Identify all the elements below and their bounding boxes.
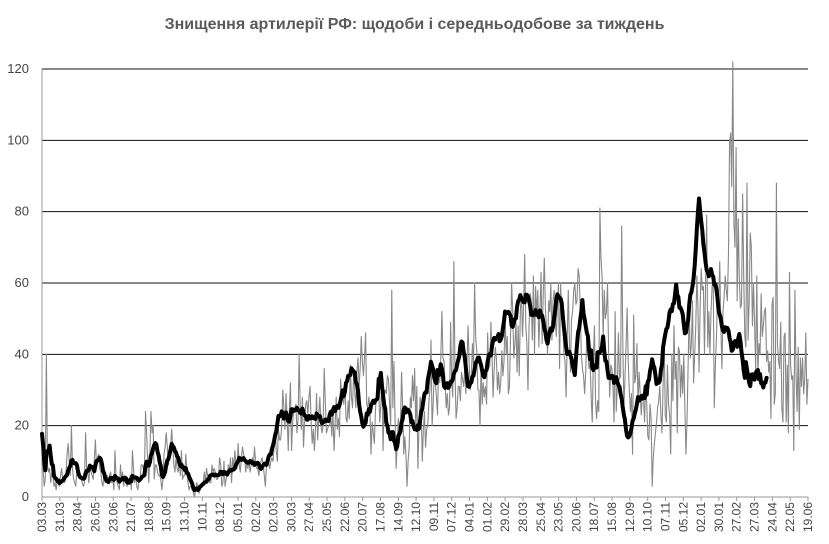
x-tick-label: 23.06 (106, 502, 120, 532)
x-tick-label: 20.06 (569, 502, 583, 532)
x-tick-label: 15.08 (605, 502, 619, 532)
x-tick-label: 13.10 (178, 502, 192, 532)
x-tick-label: 19.06 (801, 502, 815, 532)
x-tick-label: 31.03 (53, 502, 67, 532)
x-tick-label: 15.09 (160, 502, 174, 532)
x-tick-label: 22.06 (338, 502, 352, 532)
x-tick-label: 09.11 (427, 502, 441, 531)
x-tick-label: 02.02 (249, 502, 263, 532)
x-tick-label: 01.02 (480, 502, 494, 532)
x-tick-label: 20.07 (356, 502, 370, 532)
x-tick-label: 27.04 (302, 502, 316, 532)
y-tick-label: 40 (15, 346, 29, 361)
x-tick-label: 12.09 (623, 502, 637, 532)
x-tick-label: 18.07 (587, 502, 601, 532)
x-tick-label: 25.04 (534, 502, 548, 532)
x-tick-label: 02.03 (267, 502, 281, 532)
y-tick-label: 0 (22, 489, 29, 504)
x-tick-label: 30.03 (284, 502, 298, 532)
weekly-average-line (40, 196, 769, 493)
chart-title: Знищення артилерії РФ: щодоби і середньо… (164, 16, 665, 33)
y-tick-label: 80 (15, 204, 29, 219)
x-tick-label: 12.10 (409, 502, 423, 532)
x-tick-label: 18.08 (142, 502, 156, 532)
x-tick-label: 10.11 (195, 502, 209, 531)
y-tick-label: 20 (15, 418, 29, 433)
x-tick-label: 07.11 (658, 502, 672, 531)
x-tick-label: 28.03 (516, 502, 530, 532)
x-tick-label: 28.04 (71, 502, 85, 532)
x-tick-label: 27.03 (748, 502, 762, 532)
x-tick-label: 30.01 (712, 502, 726, 532)
y-tick-label: 60 (15, 275, 29, 290)
x-tick-label: 04.01 (463, 502, 477, 532)
x-tick-label: 05.01 (231, 502, 245, 532)
x-tick-label: 08.12 (213, 502, 227, 532)
x-tick-label: 23.05 (552, 502, 566, 532)
x-tick-label: 14.09 (391, 502, 405, 532)
y-tick-label: 120 (7, 61, 29, 76)
x-tick-label: 02.01 (694, 502, 708, 532)
x-tick-label: 03.03 (35, 502, 49, 532)
x-tick-label: 27.02 (730, 502, 744, 532)
x-tick-label: 25.05 (320, 502, 334, 532)
y-tick-label: 100 (7, 132, 29, 147)
x-tick-label: 17.08 (373, 502, 387, 532)
x-tick-label: 26.05 (88, 502, 102, 532)
x-tick-label: 21.07 (124, 502, 138, 532)
x-tick-label: 07.12 (445, 502, 459, 532)
x-tick-label: 22.05 (783, 502, 797, 532)
x-tick-label: 10.10 (641, 502, 655, 532)
x-tick-label: 24.04 (765, 502, 779, 532)
x-tick-label: 05.12 (676, 502, 690, 532)
x-tick-label: 29.02 (498, 502, 512, 532)
